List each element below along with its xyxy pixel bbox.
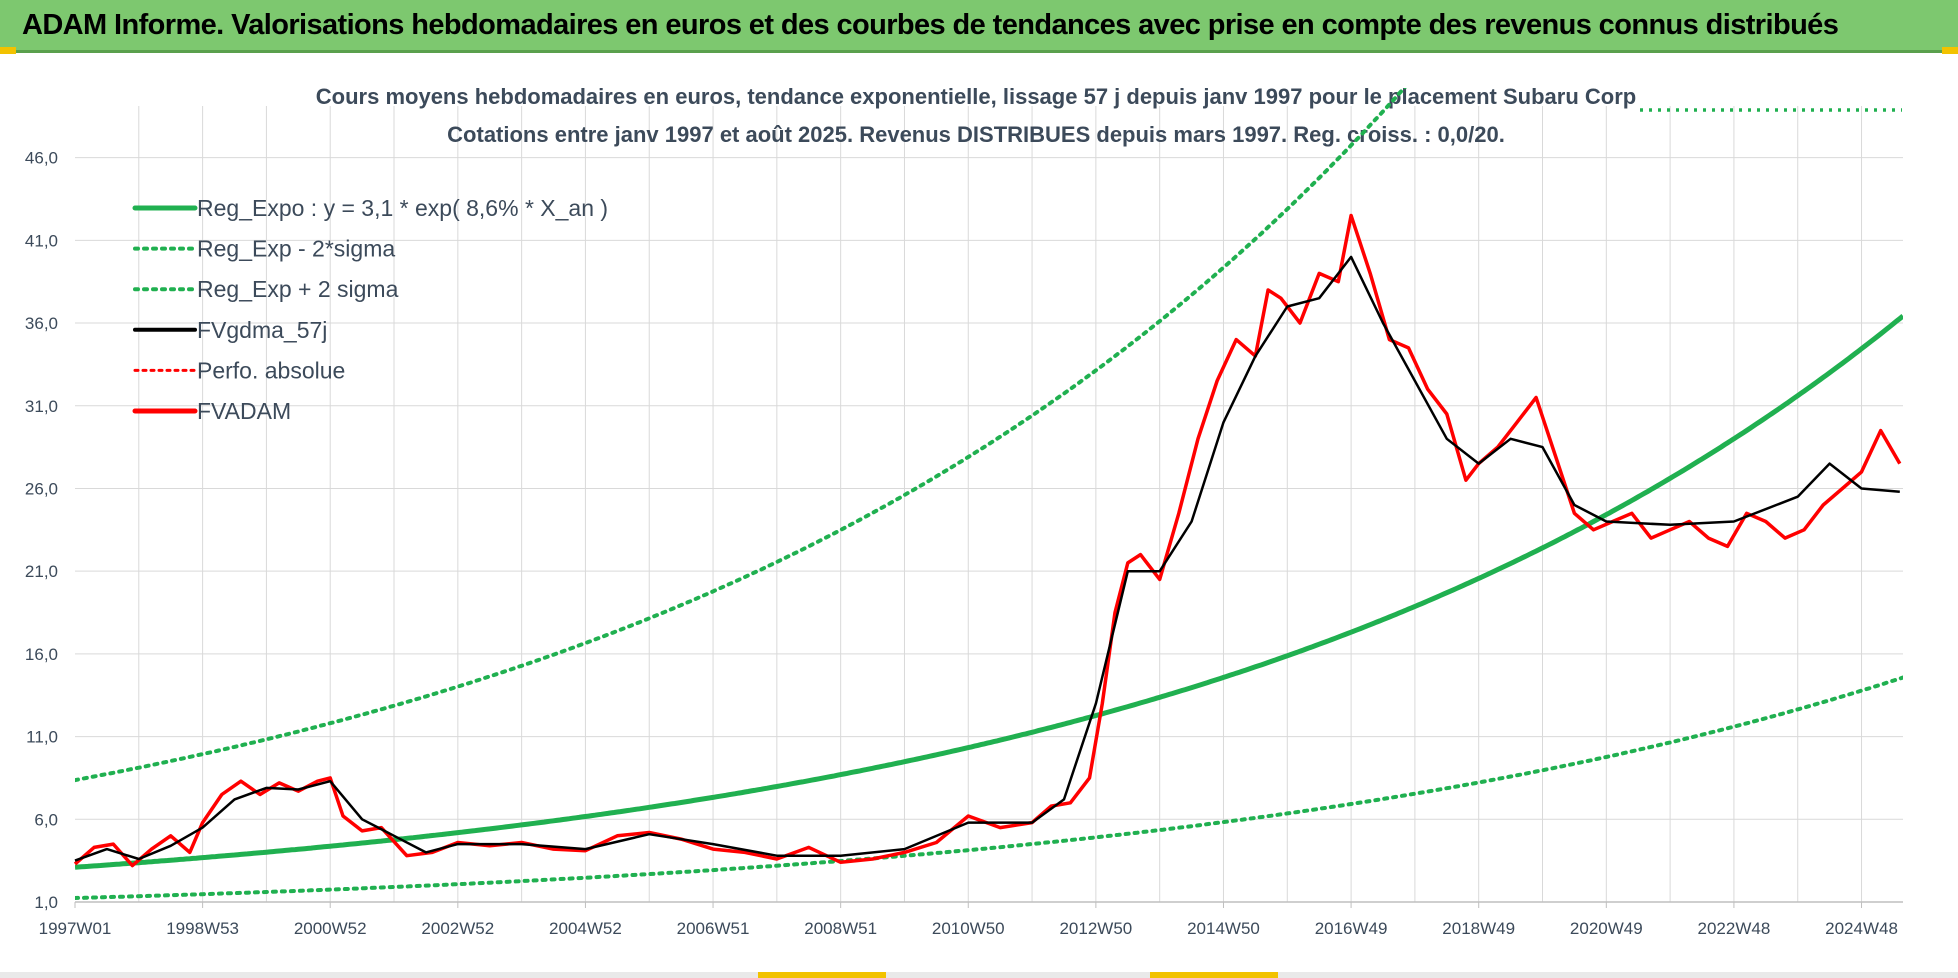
x-tick-label: 2004W52 [549, 919, 622, 938]
corner-marker-left [0, 47, 16, 54]
legend-label: Reg_Expo : y = 3,1 * exp( 8,6% * X_an ) [197, 195, 608, 221]
chart-grid [75, 106, 1903, 903]
series-reg-expo [75, 314, 1903, 870]
legend-label: Reg_Exp - 2*sigma [197, 236, 395, 262]
x-tick-label: 2000W52 [294, 919, 367, 938]
legend-label: FVgdma_57j [197, 317, 327, 343]
series-fvgdma-57j [74, 255, 1900, 862]
y-tick-label: 11,0 [26, 728, 58, 747]
chart-subtitle: Cotations entre janv 1997 et août 2025. … [447, 122, 1505, 147]
corner-marker-right [1942, 47, 1958, 54]
x-tick-label: 2008W51 [804, 919, 877, 938]
bottom-strip-marker [1150, 972, 1278, 978]
x-tick-label: 2010W50 [932, 919, 1005, 938]
y-tick-label: 46,0 [25, 149, 58, 168]
x-tick-label: 1998W53 [166, 919, 239, 938]
series-reg-exp-minus-2-sigma [75, 675, 1903, 900]
series-reg-exp-plus-2-sigma [75, 88, 1407, 783]
y-tick-label: 36,0 [25, 314, 58, 333]
legend-label: Perfo. absolue [197, 357, 345, 383]
y-tick-label: 1,0 [34, 893, 58, 912]
y-tick-label: 21,0 [25, 562, 58, 581]
x-tick-label: 1997W01 [39, 919, 112, 938]
y-tick-label: 41,0 [25, 231, 58, 250]
x-tick-label: 2024W48 [1825, 919, 1898, 938]
chart-axes: 1,0 6,0 11,0 16,0 21,0 26,0 31,0 36,0 41,0 46,0 19… [25, 149, 1903, 938]
chart-legend: Reg_Expo : y = 3,1 * exp( 8,6% * X_an ) R… [132, 195, 608, 424]
x-tick-label: 2012W50 [1059, 919, 1132, 938]
x-tick-label: 2020W49 [1570, 919, 1643, 938]
legend-label: Reg_Exp + 2 sigma [197, 276, 399, 302]
y-tick-label: 16,0 [25, 645, 58, 664]
x-tick-label: 2014W50 [1187, 919, 1260, 938]
y-tick-label: 6,0 [34, 810, 58, 829]
chart-series [73, 88, 1903, 900]
x-tick-label: 2022W48 [1698, 919, 1771, 938]
x-tick-label: 2016W49 [1315, 919, 1388, 938]
report-banner: ADAM Informe. Valorisations hebdomadaire… [0, 0, 1958, 53]
legend-label: FVADAM [197, 398, 291, 424]
y-tick-label: 31,0 [25, 397, 58, 416]
x-tick-label: 2018W49 [1442, 919, 1515, 938]
x-tick-label: 2002W52 [421, 919, 494, 938]
x-tick-label: 2006W51 [677, 919, 750, 938]
chart-title: Cours moyens hebdomadaires en euros, ten… [316, 84, 1636, 109]
bottom-strip-marker [758, 972, 886, 978]
report-banner-title: ADAM Informe. Valorisations hebdomadaire… [22, 9, 1839, 41]
series-fvadam [73, 213, 1902, 868]
y-tick-label: 26,0 [25, 479, 58, 498]
bottom-strip [0, 972, 1958, 978]
